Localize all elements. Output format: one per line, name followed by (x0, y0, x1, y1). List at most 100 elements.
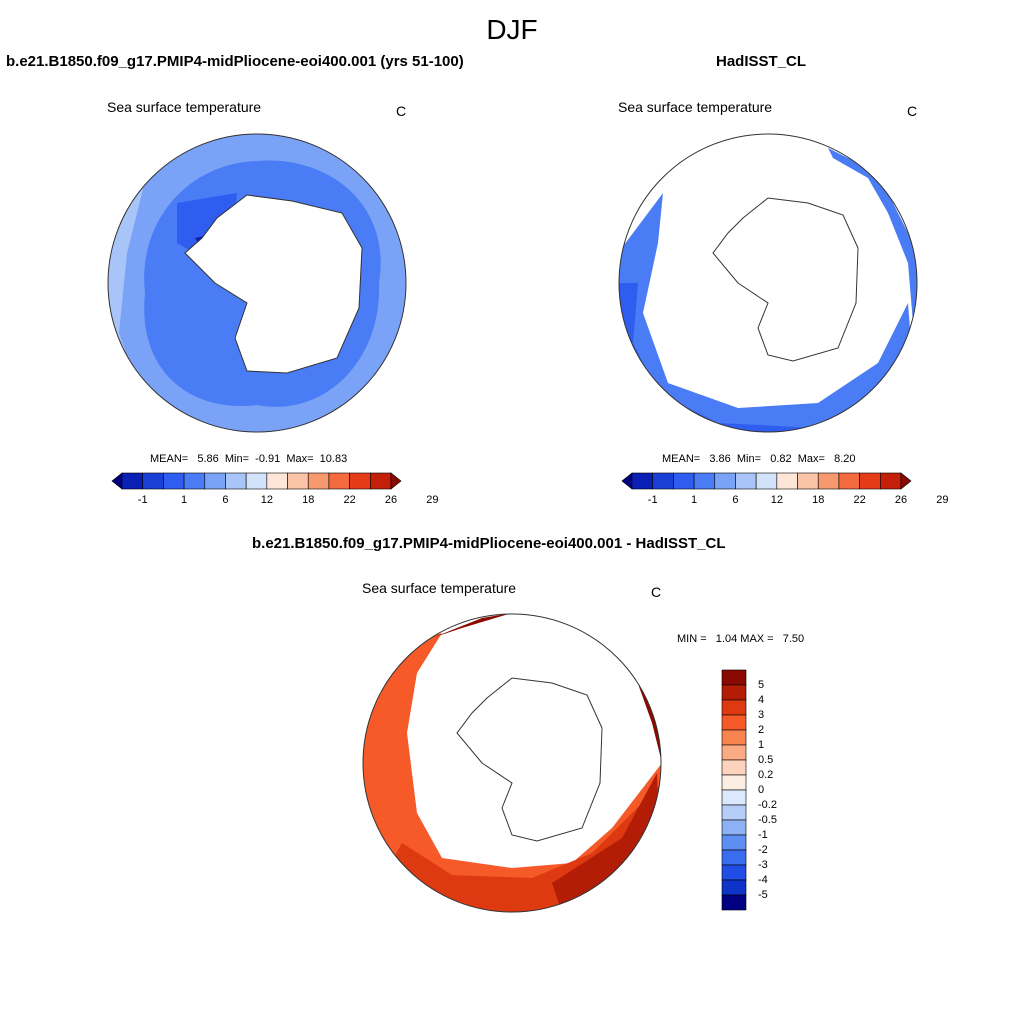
model-stats: MEAN= 5.86 Min= -0.91 Max= 10.83 (150, 453, 348, 465)
diff-colorbar-tick-label: -4 (758, 874, 768, 886)
obs-colorbar-tick-label: 26 (894, 494, 908, 506)
diff-colorbar (721, 669, 747, 911)
obs-colorbar-swatch (714, 472, 736, 490)
obs-colorbar-ticks: -1 1 6 12 18 22 26 29 (622, 494, 949, 508)
obs-colorbar-swatch (621, 472, 633, 490)
model-colorbar-tick-label: 26 (384, 494, 398, 506)
model-colorbar-swatch (183, 472, 206, 490)
obs-colorbar-swatch (797, 472, 819, 490)
diff-variable-label: Sea surface temperature (362, 580, 517, 596)
model-colorbar-swatch (121, 472, 143, 490)
obs-colorbar-tick-label: 18 (812, 494, 825, 506)
obs-units-label: C (907, 103, 918, 119)
model-colorbar-tick-label: -1 (137, 494, 148, 506)
diff-colorbar-swatch (721, 744, 747, 761)
diff-colorbar-swatch (721, 834, 747, 851)
model-colorbar-tick-label: 18 (302, 494, 315, 506)
diff-colorbar-tick-label: 3 (758, 709, 765, 721)
model-colorbar-swatch (307, 472, 330, 490)
obs-panel-title: HadISST_CL (716, 53, 807, 70)
diff-colorbar-tick-label: 5 (758, 679, 765, 691)
obs-variable-label: Sea surface temperature (618, 99, 773, 115)
obs-colorbar-tick-label: -1 (647, 494, 658, 506)
diff-colorbar-swatch (721, 774, 747, 791)
model-colorbar-tick-label: 29 (426, 494, 439, 506)
diff-land-antarctica (456, 677, 603, 842)
obs-colorbar-swatch (755, 472, 778, 490)
model-colorbar-swatch (266, 472, 288, 490)
obs-colorbar-tick-label: 29 (936, 494, 949, 506)
model-colorbar-swatch (287, 472, 309, 490)
diff-colorbar-swatch (721, 879, 747, 896)
diff-colorbar-tick-label: 4 (758, 694, 765, 706)
model-polar-map (107, 133, 407, 433)
obs-colorbar-swatch (631, 472, 653, 490)
obs-colorbar (621, 472, 912, 490)
diff-colorbar-swatch (721, 684, 747, 701)
diff-colorbar-tick-label: -5 (758, 889, 768, 901)
diff-colorbar-tick-label: -0.2 (758, 799, 777, 811)
model-colorbar-swatch (111, 472, 123, 490)
obs-land-antarctica (712, 197, 859, 362)
diff-colorbar-swatch (721, 714, 747, 731)
obs-colorbar-tick-label: 12 (770, 494, 783, 506)
obs-polar-map (618, 133, 918, 433)
diff-colorbar-swatch (721, 804, 747, 821)
diff-colorbar-swatch (721, 894, 747, 911)
model-colorbar-tick-label: 6 (222, 494, 229, 506)
model-colorbar-swatch (390, 472, 402, 490)
obs-colorbar-swatch (880, 472, 902, 490)
model-colorbar-swatch (349, 472, 371, 490)
diff-colorbar-swatch (721, 849, 747, 866)
obs-stats: MEAN= 3.86 Min= 0.82 Max= 8.20 (662, 453, 856, 465)
diff-colorbar-swatch (721, 789, 747, 806)
obs-colorbar-swatch (900, 472, 912, 490)
diff-panel-title: b.e21.B1850.f09_g17.PMIP4-midPliocene-eo… (252, 535, 726, 552)
model-variable-label: Sea surface temperature (107, 99, 262, 115)
model-panel-title: b.e21.B1850.f09_g17.PMIP4-midPliocene-eo… (6, 53, 464, 70)
obs-colorbar-swatch (673, 472, 695, 490)
diff-colorbar-tick-label: -2 (758, 844, 768, 856)
obs-colorbar-tick-label: 1 (691, 494, 698, 506)
model-colorbar-ticks: -1 1 6 12 18 22 26 29 (112, 494, 439, 508)
diff-colorbar-swatch (721, 759, 747, 776)
model-colorbar-swatch (245, 472, 268, 490)
model-colorbar-swatch (204, 472, 226, 490)
diff-colorbar-tick-label: -1 (758, 829, 768, 841)
obs-colorbar-swatch (838, 472, 860, 490)
model-units-label: C (396, 103, 407, 119)
diff-colorbar-swatch (721, 819, 747, 836)
obs-colorbar-swatch (859, 472, 881, 490)
diff-colorbar-tick-label: 2 (758, 724, 765, 736)
diff-colorbar-tick-label: 0.2 (758, 769, 774, 781)
model-colorbar-tick-label: 12 (260, 494, 273, 506)
obs-colorbar-tick-label: 6 (732, 494, 739, 506)
model-colorbar-tick-label: 22 (343, 494, 356, 506)
main-title: DJF (486, 14, 538, 45)
diff-colorbar-tick-label: -0.5 (758, 814, 777, 826)
diff-colorbar-tick-label: 0.5 (758, 754, 774, 766)
obs-colorbar-swatch (817, 472, 840, 490)
obs-colorbar-swatch (735, 472, 757, 490)
diff-colorbar-tick-label: 1 (758, 739, 765, 751)
diff-units-label: C (651, 584, 662, 600)
model-colorbar-swatch (370, 472, 392, 490)
diff-stats: MIN = 1.04 MAX = 7.50 (677, 633, 805, 645)
obs-colorbar-tick-label: 22 (853, 494, 866, 506)
diff-colorbar-swatch (721, 864, 747, 881)
obs-colorbar-swatch (652, 472, 674, 490)
obs-sst-ring-east (828, 148, 917, 432)
model-colorbar-swatch (328, 472, 350, 490)
model-colorbar (111, 472, 402, 490)
diff-colorbar-swatch (721, 669, 747, 686)
model-colorbar-swatch (163, 472, 185, 490)
obs-colorbar-swatch (776, 472, 798, 490)
diff-colorbar-swatch (721, 729, 747, 746)
diff-colorbar-tick-label: -3 (758, 859, 768, 871)
model-land-antarctica (184, 194, 363, 374)
diff-colorbar-swatch (721, 699, 747, 716)
diff-colorbar-tick-label: 0 (758, 784, 765, 796)
diff-polar-map (362, 613, 662, 913)
model-colorbar-swatch (142, 472, 164, 490)
obs-colorbar-swatch (693, 472, 716, 490)
